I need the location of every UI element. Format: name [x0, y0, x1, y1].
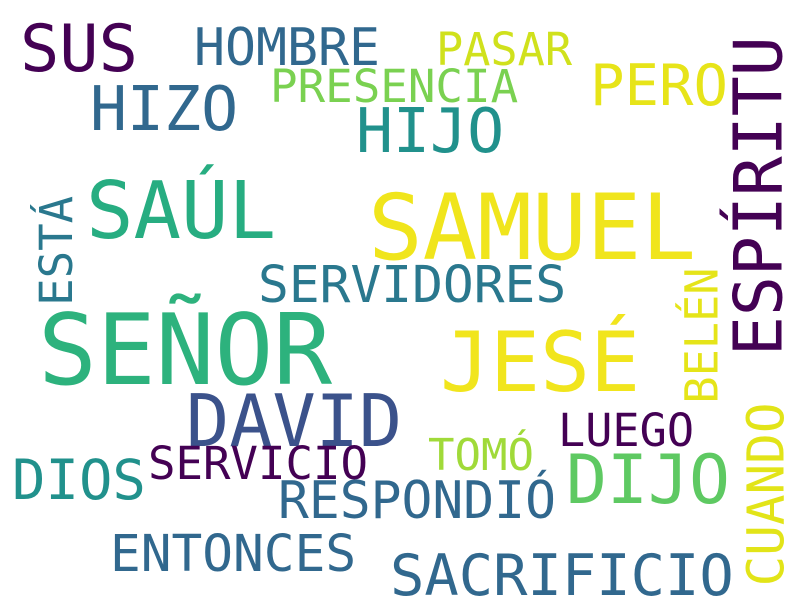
word-presencia: PRESENCIA	[270, 59, 519, 114]
word-esta: ESTÁ	[30, 196, 84, 307]
word-cuando: CUANDO	[737, 402, 797, 586]
word-hijo: HIJO	[356, 95, 505, 168]
word-pero: PERO	[590, 52, 728, 120]
word-tomo: TOMÓ	[428, 430, 534, 481]
word-jese: JESÉ	[440, 313, 641, 411]
word-sacrificio: SACRIFICIO	[390, 543, 734, 600]
word-espiritu: ESPÍRITU	[719, 36, 798, 356]
word-dijo: DIJO	[566, 440, 730, 520]
word-saul: SAÚL	[86, 164, 276, 257]
word-senor: SEÑOR	[38, 294, 333, 409]
word-pasar: PASAR	[436, 23, 573, 77]
word-david: DAVID	[186, 379, 403, 464]
word-luego: LUEGO	[558, 404, 695, 458]
word-samuel: SAMUEL	[368, 175, 696, 281]
word-dios: DIOS	[12, 448, 146, 514]
word-belen: BELÉN	[675, 267, 729, 405]
word-hizo: HIZO	[90, 73, 239, 146]
word-servidores: SERVIDORES	[258, 255, 567, 316]
word-sus: SUS	[20, 11, 138, 88]
word-servicio: SERVICIO	[148, 437, 369, 491]
word-entonces: ENTONCES	[110, 524, 357, 584]
word-hombre: HOMBRE	[194, 18, 381, 79]
word-respondio: RESPONDIÓ	[278, 471, 556, 532]
